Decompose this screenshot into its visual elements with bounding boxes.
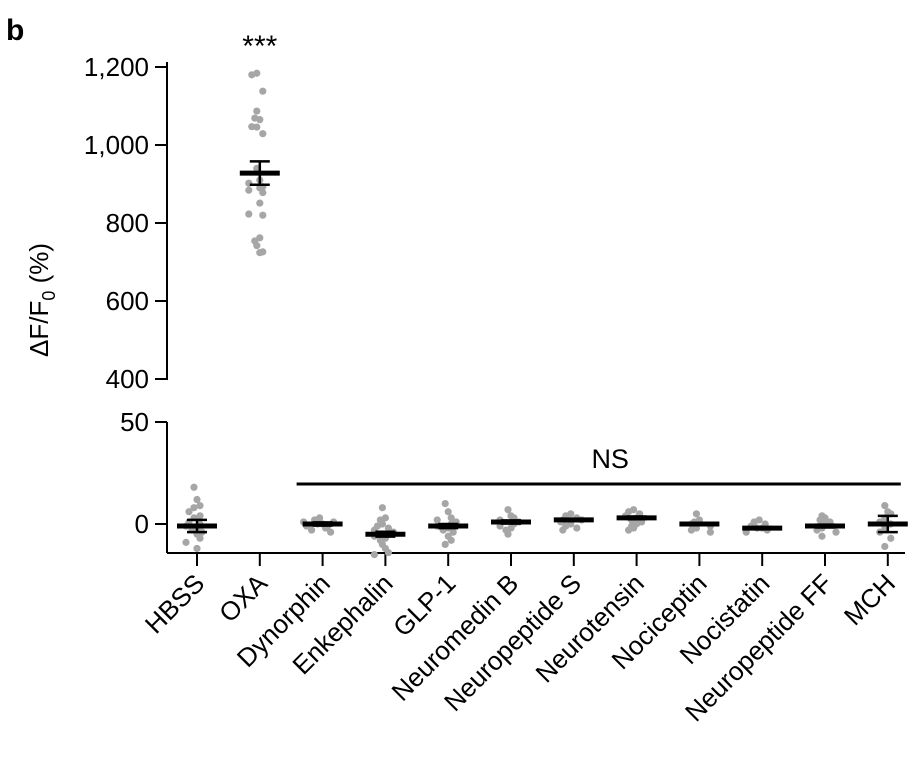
data-point xyxy=(881,502,889,510)
y-tick-label: 600 xyxy=(106,286,149,316)
data-point xyxy=(259,248,267,256)
data-point xyxy=(256,199,264,207)
data-point xyxy=(832,528,840,536)
data-point xyxy=(182,538,190,546)
data-point xyxy=(559,526,567,534)
data-point xyxy=(251,114,259,122)
data-point xyxy=(447,514,455,522)
data-point xyxy=(433,516,441,524)
data-marks xyxy=(177,69,908,559)
ns-label: NS xyxy=(591,444,629,474)
y-axis-label-unit: (%) xyxy=(24,243,54,291)
data-point xyxy=(384,548,392,557)
data-point xyxy=(259,130,267,138)
data-point xyxy=(327,528,335,536)
y-axis-label: ΔF/F0 (%) xyxy=(24,243,59,357)
y-tick-label: 50 xyxy=(120,407,149,437)
data-point xyxy=(887,534,895,542)
data-point xyxy=(444,508,452,516)
data-point xyxy=(573,524,581,532)
data-point xyxy=(190,504,198,512)
data-point xyxy=(692,510,701,518)
axes xyxy=(155,62,905,566)
data-point xyxy=(504,506,512,514)
data-point xyxy=(504,530,512,538)
data-point xyxy=(881,542,889,551)
data-point xyxy=(185,508,193,516)
data-point xyxy=(253,107,261,115)
data-point xyxy=(625,526,633,534)
data-point xyxy=(441,500,449,508)
data-point xyxy=(193,495,201,504)
panel-label: b xyxy=(6,14,24,47)
data-point xyxy=(447,536,455,544)
x-tick-label: MCH xyxy=(838,568,901,631)
data-point xyxy=(818,532,826,540)
data-point xyxy=(193,544,201,553)
data-point xyxy=(196,534,204,542)
data-point xyxy=(441,540,449,549)
data-point xyxy=(196,502,204,510)
y-axis-label-subscript: 0 xyxy=(39,291,59,301)
data-point xyxy=(259,87,267,95)
data-point xyxy=(687,526,696,534)
data-point xyxy=(245,210,253,218)
data-point xyxy=(245,186,253,194)
data-point xyxy=(706,528,715,536)
data-point xyxy=(370,551,378,559)
data-point xyxy=(384,524,392,532)
data-point xyxy=(308,526,316,534)
data-point xyxy=(196,512,204,520)
data-point xyxy=(378,504,386,512)
data-point xyxy=(816,516,824,524)
y-tick-label: 1,000 xyxy=(84,130,149,160)
y-axis-label-main: ΔF/F xyxy=(24,301,54,357)
data-point xyxy=(259,211,267,219)
y-tick-label: 400 xyxy=(106,364,149,394)
y-tick-label: 1,200 xyxy=(84,52,149,82)
data-point xyxy=(248,123,256,131)
y-tick-label: 0 xyxy=(135,509,149,539)
x-tick-label: HBSS xyxy=(139,568,210,639)
data-point xyxy=(248,71,256,79)
data-point xyxy=(253,242,261,250)
significance-stars: *** xyxy=(242,30,277,63)
data-point xyxy=(190,483,198,491)
data-point xyxy=(449,528,457,536)
y-tick-label: 800 xyxy=(106,208,149,238)
data-point xyxy=(259,188,267,197)
